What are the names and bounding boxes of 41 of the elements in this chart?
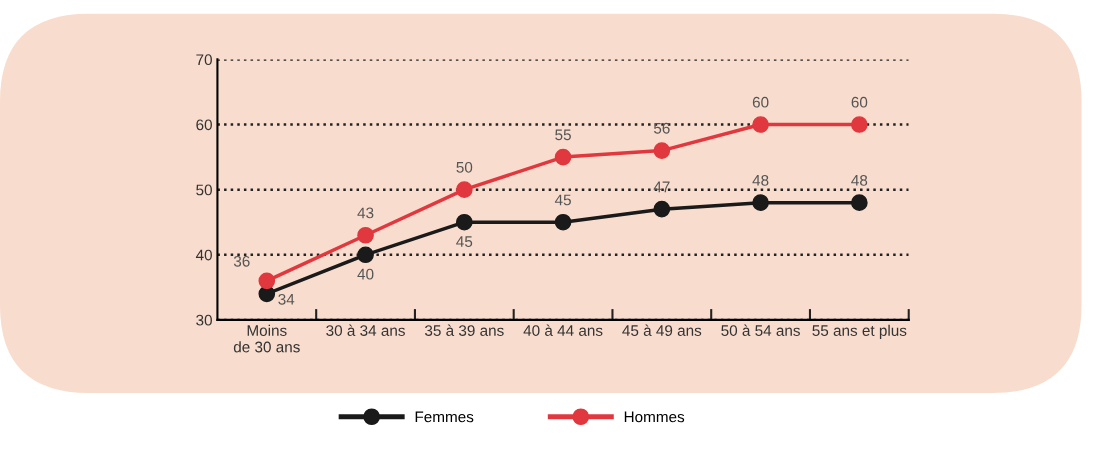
legend-label: Hommes <box>624 411 685 423</box>
point <box>455 181 473 198</box>
data-label: 34 <box>278 293 295 305</box>
legend-label: Femmes <box>415 411 474 423</box>
x-tick-label: 55 ans et plus <box>812 324 907 339</box>
y-tick-label: 30 <box>196 314 212 326</box>
data-label: 48 <box>752 174 769 186</box>
data-label: 48 <box>851 174 868 186</box>
data-label: 60 <box>851 96 868 108</box>
point <box>653 142 671 159</box>
x-tick-label: 35 à 39 ans <box>424 324 504 336</box>
x-tick-label: Moins de 30 ans <box>233 324 300 353</box>
point <box>851 194 868 212</box>
point <box>455 213 473 231</box>
data-label: 43 <box>357 207 374 219</box>
x-tick-label: 45 à 49 ans <box>622 324 702 336</box>
data-label: 45 <box>554 194 571 206</box>
y-tick-label: 40 <box>195 249 212 261</box>
x-tick-label: 40 à 44 ans <box>523 324 603 336</box>
x-tick-label: 30 à 34 ans <box>326 324 405 336</box>
point <box>851 116 868 133</box>
data-label: 40 <box>357 268 374 280</box>
x-tick-label: 50 à 54 ans <box>721 324 800 336</box>
data-label: 45 <box>456 236 473 247</box>
data-label: 47 <box>653 181 670 193</box>
y-tick-label: 60 <box>196 119 212 131</box>
data-label: 50 <box>456 161 473 173</box>
point <box>752 116 769 133</box>
data-label: 55 <box>555 129 571 141</box>
data-label: 60 <box>752 96 769 108</box>
y-tick-label: 50 <box>196 184 212 196</box>
data-label: 56 <box>653 122 670 134</box>
y-tick-label: 70 <box>196 54 212 66</box>
point <box>554 213 572 231</box>
data-label: 36 <box>233 255 250 267</box>
point <box>752 194 769 212</box>
point <box>357 226 374 244</box>
point <box>357 246 374 264</box>
point <box>653 200 671 218</box>
point <box>258 272 276 290</box>
point <box>554 148 572 166</box>
